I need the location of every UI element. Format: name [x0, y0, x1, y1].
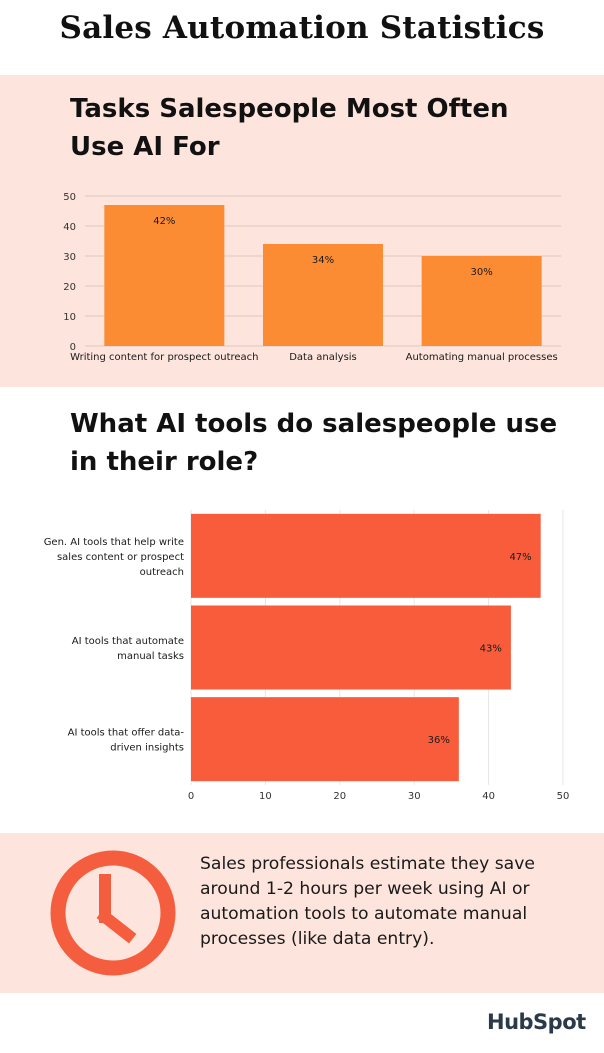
chart2-x-tick-label: 40	[482, 791, 495, 802]
chart1-data-label: 30%	[471, 267, 493, 278]
chart1-x-tick-label: Data analysis	[289, 352, 357, 363]
chart1-x-tick-label: Writing content for prospect outreach	[70, 352, 258, 363]
chart2-y-tick-label: outreach	[140, 567, 184, 578]
chart2-y-tick-label: manual tasks	[117, 651, 184, 662]
chart2-x-tick-label: 0	[188, 791, 194, 802]
chart2-data-label: 47%	[509, 552, 531, 563]
chart2-x-tick-label: 50	[557, 791, 570, 802]
chart1-y-tick-label: 40	[63, 222, 76, 233]
hubspot-logo: HubSpot	[487, 1010, 586, 1034]
chart1-bar	[263, 244, 383, 346]
chart2-y-tick-label: driven insights	[110, 743, 184, 754]
chart1-bar	[104, 205, 225, 346]
chart1-x-tick-label: Automating manual processes	[406, 352, 558, 363]
chart2-y-tick-label: AI tools that offer data-	[68, 728, 185, 739]
chart2-x-tick-label: 10	[259, 791, 272, 802]
chart2-data-label: 36%	[428, 735, 450, 746]
chart1-data-label: 34%	[312, 255, 334, 266]
chart2-x-tick-label: 20	[333, 791, 346, 802]
chart1-y-tick-label: 0	[70, 342, 76, 353]
chart1-y-tick-label: 10	[63, 312, 76, 323]
page-title: Sales Automation Statistics	[59, 10, 545, 46]
chart1-y-tick-label: 20	[63, 282, 76, 293]
chart2-bar	[191, 513, 541, 598]
chart1-data-label: 42%	[153, 216, 175, 227]
chart2-y-tick-label: AI tools that automate	[72, 636, 184, 647]
chart2-x-tick-label: 30	[408, 791, 421, 802]
chart2-bar	[191, 605, 511, 690]
callout-text: Sales professionals estimate they save a…	[200, 854, 535, 949]
chart1-title: Tasks Salespeople Most Often Use AI For	[70, 94, 509, 162]
chart2-y-tick-label: Gen. AI tools that help write	[44, 537, 184, 548]
chart2-title: What AI tools do salespeople use in thei…	[70, 409, 558, 477]
chart1-y-tick-label: 30	[63, 252, 76, 263]
chart2-data-label: 43%	[480, 644, 502, 655]
chart1-bar	[421, 256, 542, 346]
chart2-bar	[191, 697, 459, 782]
chart1-y-tick-label: 50	[63, 192, 76, 203]
chart2-y-tick-label: sales content or prospect	[57, 552, 184, 563]
